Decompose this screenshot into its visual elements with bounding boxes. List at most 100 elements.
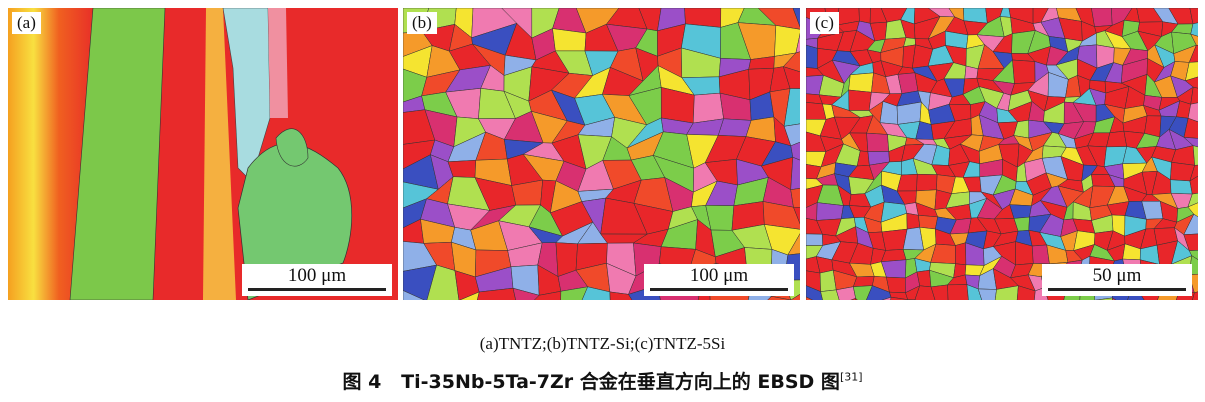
scale-bar-b: 100 μm — [644, 264, 794, 296]
grain — [787, 233, 800, 256]
grain — [1188, 44, 1198, 63]
ebsd-grains-a — [8, 8, 398, 300]
grain — [866, 132, 890, 152]
grain — [806, 233, 823, 246]
grain — [581, 286, 611, 300]
grain — [560, 286, 589, 300]
grain — [1185, 61, 1198, 82]
ebsd-grains-c — [806, 8, 1198, 300]
ebsd-map-b: (b) 100 μm — [403, 8, 800, 300]
grain — [1190, 86, 1198, 105]
grain — [955, 242, 967, 266]
scale-bar-c: 50 μm — [1042, 264, 1192, 296]
grain — [1183, 117, 1198, 139]
citation: [31] — [839, 370, 863, 384]
grain — [1190, 33, 1198, 46]
grain — [782, 51, 800, 73]
grain — [916, 173, 938, 192]
grain — [795, 32, 800, 54]
grain — [1183, 233, 1198, 251]
grain — [820, 289, 840, 300]
panel-label-c: (c) — [810, 12, 839, 34]
grain — [1187, 202, 1198, 218]
grain — [793, 206, 800, 225]
grain — [692, 92, 724, 124]
grain — [1184, 76, 1198, 89]
grain — [816, 202, 844, 221]
grain — [1106, 130, 1128, 148]
figure-title: Ti-35Nb-5Ta-7Zr 合金在垂直方向上的 EBSD 图 — [401, 371, 840, 393]
scale-bar-a: 100 μm — [242, 264, 392, 296]
ebsd-grains-b — [403, 8, 800, 300]
grain — [1111, 297, 1117, 300]
grain — [906, 212, 921, 230]
grain — [512, 287, 540, 300]
grain — [459, 291, 480, 300]
grain — [403, 264, 437, 300]
grain — [1016, 285, 1036, 300]
grain — [852, 276, 875, 287]
grain — [966, 284, 983, 300]
grain — [930, 284, 949, 300]
grain — [426, 264, 460, 300]
grain — [806, 44, 818, 69]
grain — [783, 88, 800, 127]
grain — [1183, 213, 1198, 235]
grain — [790, 293, 800, 300]
grain — [1031, 244, 1050, 265]
grain — [1189, 164, 1198, 182]
grain — [790, 188, 800, 208]
grain — [890, 296, 909, 300]
grain — [762, 201, 800, 230]
grain — [534, 290, 562, 300]
ebsd-map-c: (c) 50 μm — [806, 8, 1198, 300]
grain — [1189, 8, 1198, 25]
grain — [403, 290, 425, 300]
grain — [914, 285, 936, 300]
grain — [806, 296, 813, 300]
grain — [717, 118, 752, 137]
grain — [994, 285, 1019, 300]
grain — [790, 156, 800, 191]
grain — [790, 141, 800, 161]
grain — [1192, 291, 1198, 300]
grain — [477, 287, 516, 300]
grain — [947, 284, 969, 300]
grain — [886, 276, 906, 293]
ebsd-map-a: (a) 100 μm — [8, 8, 398, 300]
grain — [1094, 297, 1113, 300]
grain — [783, 66, 800, 89]
scale-label-b: 100 μm — [689, 265, 749, 286]
figure-number: 图 4 — [342, 371, 382, 393]
grain — [1188, 250, 1198, 260]
grain — [1189, 175, 1198, 195]
grain — [1192, 145, 1198, 166]
scale-label-c: 50 μm — [1092, 265, 1142, 286]
grain — [1012, 59, 1036, 84]
grain — [848, 89, 872, 111]
figure-caption: 图 4 Ti-35Nb-5Ta-7Zr 合金在垂直方向上的 EBSD 图[31] — [0, 367, 1205, 394]
grain — [806, 285, 823, 300]
grain — [1091, 8, 1113, 27]
scale-label-a: 100 μm — [287, 265, 347, 286]
grain — [767, 296, 792, 300]
grain — [1170, 179, 1193, 195]
grain — [609, 291, 633, 300]
grain — [792, 8, 800, 28]
panel-label-b: (b) — [407, 12, 437, 34]
grain — [783, 123, 800, 147]
grain — [881, 296, 892, 300]
grain — [1190, 22, 1198, 37]
grain — [855, 297, 858, 300]
grain — [918, 215, 939, 230]
subcaption: (a)TNTZ;(b)TNTZ-Si;(c)TNTZ-5Si — [479, 334, 726, 353]
grain — [850, 297, 857, 300]
grain — [848, 72, 874, 93]
grain — [858, 8, 871, 24]
grain — [896, 101, 922, 125]
grain — [977, 288, 997, 300]
panel-label-a: (a) — [12, 12, 41, 34]
grain — [1187, 102, 1198, 123]
grain — [1183, 137, 1198, 148]
grain — [757, 8, 800, 30]
